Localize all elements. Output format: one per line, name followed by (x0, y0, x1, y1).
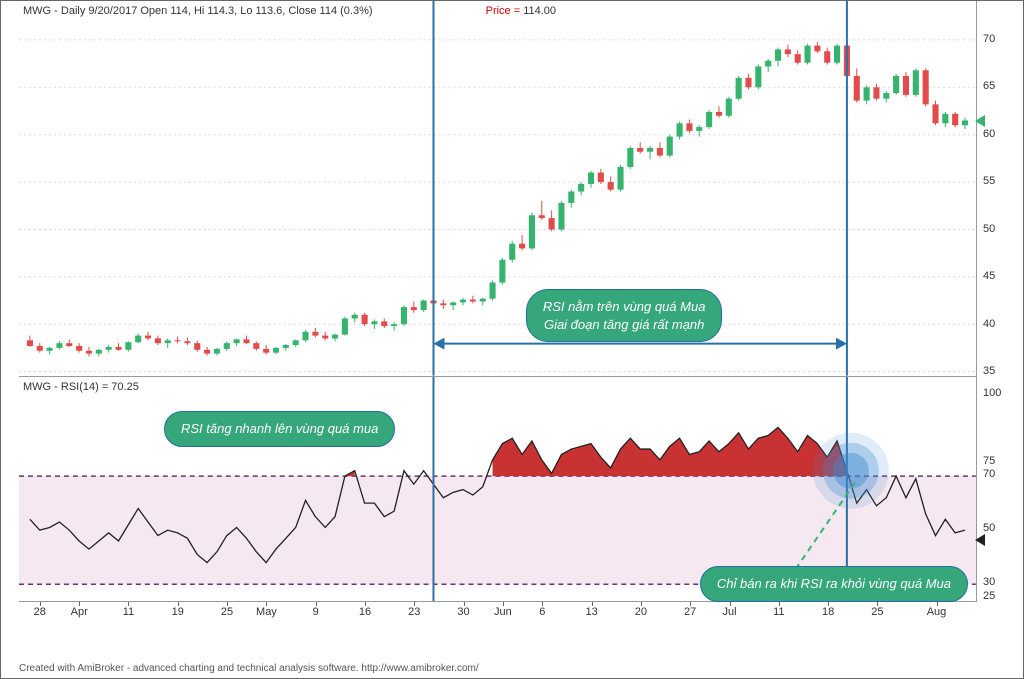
x-axis: 28 Apr 11 19 25 May 9 16 23 30 Jun 6 13 20 27 Jul 11 18 25… (19, 601, 977, 631)
x-label: 11 (123, 606, 134, 618)
x-label: 9 (313, 606, 319, 618)
callout-rsi-rising: RSI tăng nhanh lên vùng quá mua (164, 411, 395, 447)
price-ytick: 60 (979, 128, 1023, 140)
y-axis: 35404550556065702530507075100 (975, 1, 1023, 601)
price-last-marker (975, 115, 985, 127)
x-label: Apr (71, 606, 88, 618)
x-label: 30 (457, 606, 469, 618)
x-label: 18 (822, 606, 834, 618)
price-ytick: 40 (979, 318, 1023, 330)
x-label: Jun (494, 606, 512, 618)
x-label: 16 (359, 606, 371, 618)
chart-container: MWG - Daily 9/20/2017 Open 114, Hi 114.3… (0, 0, 1024, 679)
price-ytick: 55 (979, 175, 1023, 187)
x-label: 23 (408, 606, 420, 618)
candlestick-chart (19, 1, 976, 376)
price-ytick: 45 (979, 270, 1023, 282)
rsi-ytick: 25 (979, 590, 1023, 602)
price-panel: MWG - Daily 9/20/2017 Open 114, Hi 114.3… (19, 1, 977, 376)
x-label: Aug (927, 606, 947, 618)
x-label: 19 (172, 606, 184, 618)
rsi-ytick: 100 (979, 387, 1023, 399)
rsi-ytick: 70 (979, 468, 1023, 480)
x-label: 11 (773, 606, 784, 618)
price-ytick: 65 (979, 80, 1023, 92)
price-ytick: 70 (979, 33, 1023, 45)
footer-text: Created with AmiBroker - advanced charti… (19, 663, 479, 674)
callout-sell-signal: Chỉ bán ra khi RSI ra khỏi vùng quá Mua (700, 566, 968, 602)
rsi-ytick: 50 (979, 522, 1023, 534)
price-ytick: 50 (979, 223, 1023, 235)
x-label: 25 (871, 606, 883, 618)
x-label: May (256, 606, 277, 618)
x-label: 25 (221, 606, 233, 618)
x-label: 28 (34, 606, 46, 618)
x-label: 20 (635, 606, 647, 618)
rsi-ytick: 75 (979, 455, 1023, 467)
x-label: 6 (539, 606, 545, 618)
x-label: Jul (723, 606, 737, 618)
rsi-ytick: 30 (979, 576, 1023, 588)
callout-overbought-phase: RSI nằm trên vùng quá MuaGiai đoạn tăng … (526, 289, 723, 342)
rsi-last-marker (975, 534, 985, 546)
x-label: 27 (684, 606, 696, 618)
x-label: 13 (585, 606, 597, 618)
price-ytick: 35 (979, 365, 1023, 377)
